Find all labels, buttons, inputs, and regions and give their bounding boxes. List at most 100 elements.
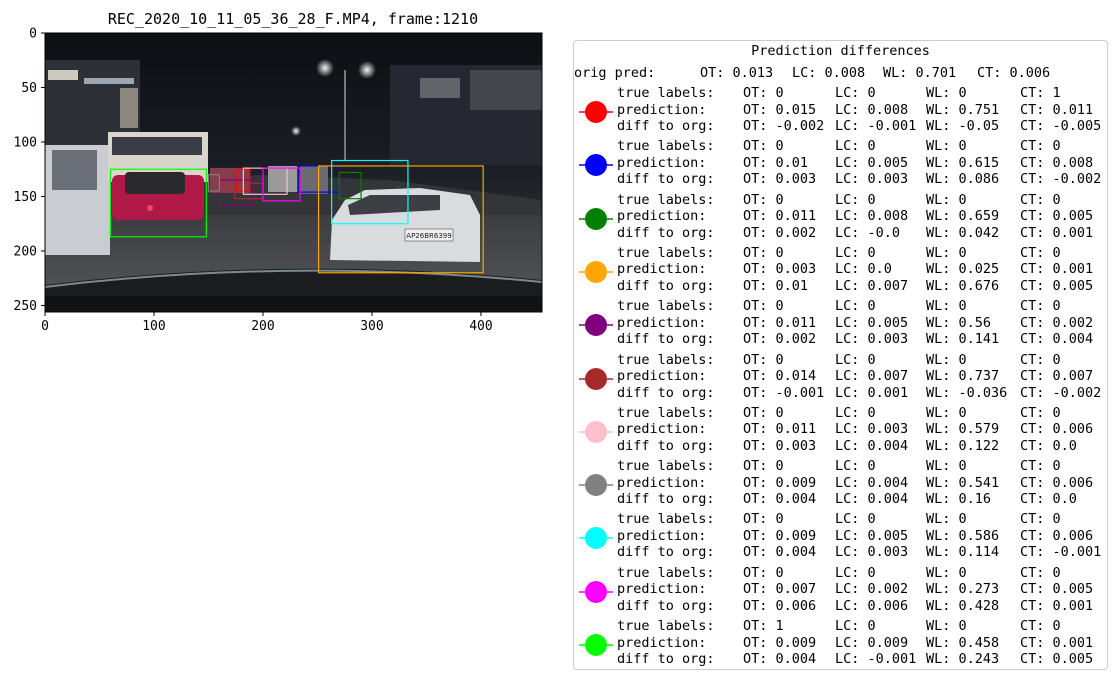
value-wl: WL: 0.273 [926, 581, 1000, 598]
value-ot: OT: 0.011 [743, 421, 817, 438]
row-label: prediction: [617, 368, 707, 384]
value-lc: LC: 0 [835, 138, 876, 155]
value-lc: LC: 0 [835, 298, 876, 315]
row-label: diff to org: [617, 277, 715, 294]
y-tick-label: 0 [29, 27, 37, 42]
value-wl: WL: 0.56 [926, 314, 992, 331]
value-lc: LC: 0.005 [835, 527, 909, 544]
value-wl: WL: 0 [926, 85, 967, 101]
bounding-box [331, 159, 409, 225]
value-wl: WL: 0.086 [926, 171, 1000, 188]
value-ot: OT: 0 [743, 458, 784, 475]
row-label: diff to org: [617, 597, 715, 614]
value-ot: OT: 0.004 [743, 544, 817, 561]
value-wl: WL: 0 [926, 404, 967, 421]
value-lc: LC: 0 [835, 244, 876, 261]
value-ct: CT: 0 [1020, 298, 1061, 315]
legend-marker-icon [579, 154, 613, 177]
value-ot: OT: 0.004 [743, 651, 817, 667]
value-lc: LC: 0.005 [835, 154, 909, 171]
row-label: diff to org: [617, 437, 715, 454]
value-lc: LC: 0 [835, 511, 876, 528]
value-lc: LC: 0.003 [835, 171, 909, 188]
row-label: true labels: [617, 191, 715, 208]
value-ct: CT: 0.0 [1020, 491, 1077, 508]
value-ct: CT: 0.001 [1020, 634, 1094, 651]
bounding-box [109, 168, 207, 238]
row-label: prediction: [617, 261, 707, 278]
value-ot: OT: 0 [743, 511, 784, 528]
value-ot: OT: 1 [743, 618, 784, 634]
value-ot: OT: 0 [743, 404, 784, 421]
value-lc: LC: 0.005 [835, 314, 909, 331]
value-ct: CT: 0.006 [1020, 421, 1094, 438]
value-wl: WL: 0 [926, 244, 967, 261]
row-label: prediction: [617, 101, 707, 118]
bounding-box [218, 179, 253, 206]
value-wl: WL: 0.042 [926, 224, 1000, 241]
legend-dot [585, 580, 607, 603]
value-ot: OT: 0.002 [743, 224, 817, 241]
row-label: prediction: [617, 314, 707, 331]
row-label: true labels: [617, 298, 715, 315]
value-wl: WL: 0 [926, 138, 967, 155]
value-wl: WL: 0.586 [926, 527, 1000, 544]
value-lc: LC: 0.006 [835, 597, 909, 614]
value-wl: WL: 0 [926, 191, 967, 208]
value-ot: OT: 0.003 [743, 437, 817, 454]
value-ot: OT: 0.014 [743, 368, 817, 384]
legend-dot [585, 420, 607, 443]
value-ct: CT: 0 [1020, 404, 1061, 421]
value-ct: CT: 0.005 [1020, 581, 1094, 598]
value-ot: OT: 0.013 [700, 65, 774, 81]
value-wl: WL: 0 [926, 298, 967, 315]
bounding-box [207, 174, 220, 192]
row-label: true labels: [617, 404, 715, 421]
value-ct: CT: 0.005 [1020, 208, 1094, 225]
value-wl: WL: 0.141 [926, 331, 1000, 348]
legend-dot [585, 154, 607, 177]
value-ct: CT: -0.005 [1020, 118, 1102, 134]
legend-dot [585, 527, 607, 550]
value-lc: LC: 0.009 [835, 634, 909, 651]
dashcam-image: AP26BR6399 [45, 33, 542, 312]
legend-entry: true labels: OT: 0 LC: 0 WL: 0 CT: 0 predicti… [574, 298, 1107, 351]
value-ot: OT: -0.001 [743, 384, 825, 401]
value-ot: OT: 0.011 [743, 314, 817, 331]
row-label: diff to org: [617, 171, 715, 188]
axes-frame [44, 32, 543, 313]
legend-marker-icon [579, 527, 613, 550]
value-ct: CT: 0.007 [1020, 368, 1094, 384]
legend-marker-icon [579, 367, 613, 390]
legend-marker-icon [579, 420, 613, 443]
row-label: true labels: [617, 458, 715, 475]
legend-entry: true labels: OT: 0 LC: 0 WL: 0 CT: 0 predicti… [574, 511, 1107, 564]
row-label: prediction: [617, 421, 707, 438]
legend-entry: true labels: OT: 1 LC: 0 WL: 0 CT: 0 predicti… [574, 618, 1107, 671]
value-ct: CT: 0.001 [1020, 261, 1094, 278]
value-wl: WL: 0.751 [926, 101, 1000, 118]
value-wl: WL: 0.428 [926, 597, 1000, 614]
legend-dot [585, 367, 607, 390]
value-ot: OT: 0.006 [743, 597, 817, 614]
row-label: diff to org: [617, 118, 715, 134]
row-label: prediction: [617, 474, 707, 491]
value-ct: CT: -0.001 [1020, 544, 1102, 561]
value-ct: CT: 0 [1020, 511, 1061, 528]
value-lc: LC: 0.001 [835, 384, 909, 401]
value-ot: OT: 0.004 [743, 491, 817, 508]
value-ot: OT: 0 [743, 564, 784, 581]
value-ct: CT: 0 [1020, 618, 1061, 634]
value-wl: WL: 0.541 [926, 474, 1000, 491]
value-ot: OT: 0 [743, 351, 784, 368]
value-ot: OT: 0.003 [743, 261, 817, 278]
value-wl: WL: 0 [926, 458, 967, 475]
value-ct: CT: 0.002 [1020, 314, 1094, 331]
value-wl: WL: 0.737 [926, 368, 1000, 384]
value-wl: WL: 0 [926, 564, 967, 581]
y-tick-label: 50 [21, 81, 37, 96]
legend-marker-icon [579, 580, 613, 603]
value-ct: CT: 0.006 [1020, 474, 1094, 491]
row-label: prediction: [617, 634, 707, 651]
value-ot: OT: 0 [743, 244, 784, 261]
